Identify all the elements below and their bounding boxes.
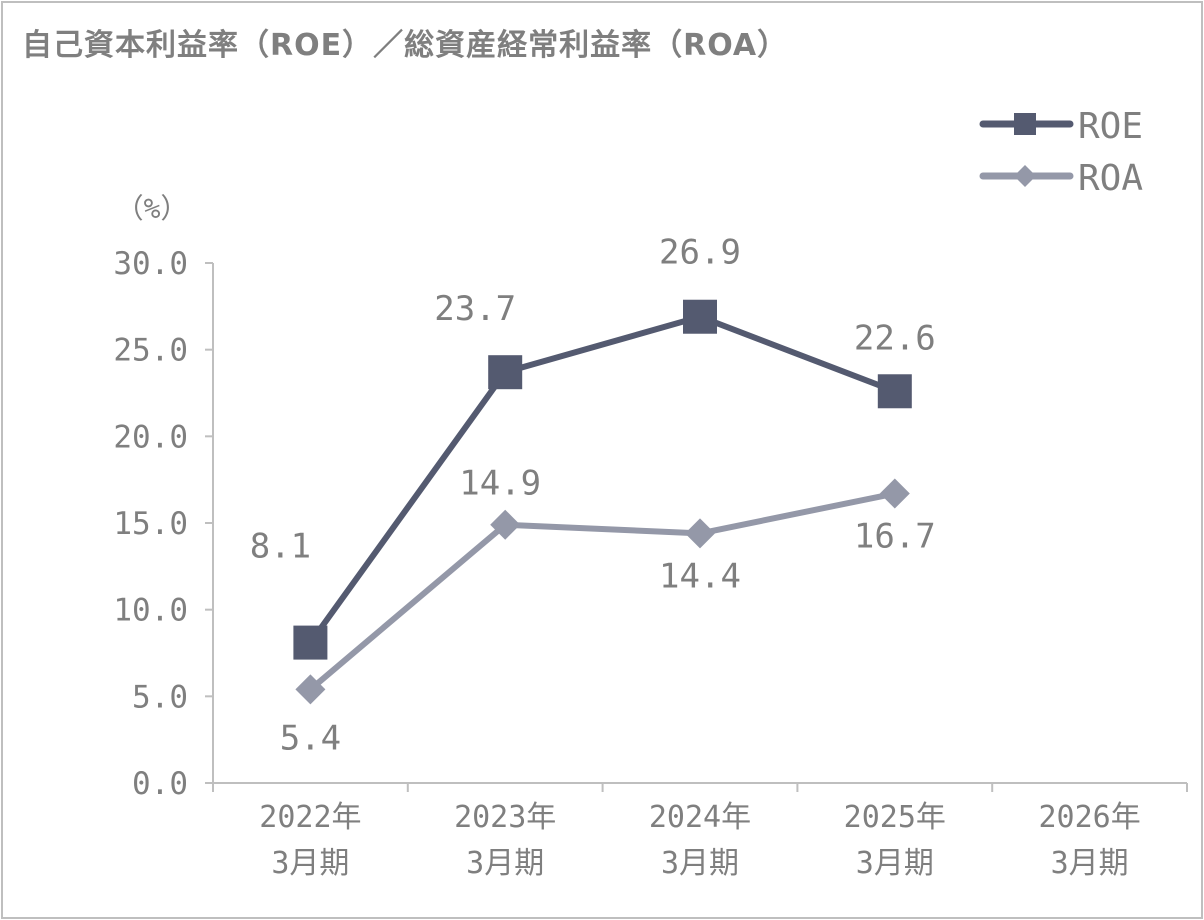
y-axis-label: （%） [116, 192, 189, 225]
x-tick-label-year: 2022年 [259, 800, 361, 835]
roe-line [307, 313, 896, 645]
roa-marker [490, 509, 521, 540]
chart-title: 自己資本利益率（ROE）／総資産経常利益率（ROA） [22, 28, 789, 63]
y-tick-label: 5.0 [132, 679, 188, 715]
x-tick-label-period: 3月期 [466, 846, 544, 881]
roe-marker [293, 625, 328, 660]
roe-marker [683, 299, 717, 334]
roa-data-label: 5.4 [280, 718, 341, 758]
roe-marker [488, 355, 523, 390]
roe-marker [877, 374, 912, 409]
roa-marker [295, 674, 326, 705]
y-tick-label: 15.0 [113, 506, 188, 542]
x-tick-label-period: 3月期 [271, 846, 349, 881]
y-tick-label: 10.0 [113, 593, 188, 629]
y-tick-label: 25.0 [113, 333, 188, 369]
x-tick-label-year: 2023年 [454, 800, 556, 835]
roe-data-label: 26.9 [659, 233, 741, 273]
x-tick-label-year: 2026年 [1038, 800, 1140, 835]
y-tick-label: 20.0 [113, 419, 188, 455]
roa-line [308, 490, 896, 692]
x-tick-label-year: 2024年 [649, 800, 751, 835]
roa-marker [685, 518, 715, 549]
x-tick-label-period: 3月期 [856, 846, 934, 881]
roe-data-label: 8.1 [250, 527, 311, 567]
legend-marker-square-icon [1014, 113, 1036, 135]
roa-marker [879, 478, 910, 509]
x-tick-label-year: 2025年 [844, 800, 946, 835]
roa-data-label: 14.4 [659, 556, 741, 596]
legend-label-roa: ROA [1078, 158, 1143, 199]
legend-label-roe: ROE [1078, 106, 1143, 147]
x-tick-label-period: 3月期 [661, 846, 739, 881]
x-tick-label-period: 3月期 [1051, 846, 1129, 881]
legend-marker-diamond-icon [1014, 165, 1036, 187]
roa-data-label: 14.9 [459, 464, 541, 504]
roa-data-label: 16.7 [854, 517, 936, 557]
y-tick-label: 30.0 [113, 246, 188, 282]
y-tick-label: 0.0 [132, 766, 188, 802]
roe-data-label: 22.6 [854, 318, 936, 358]
roe-data-label: 23.7 [434, 289, 516, 329]
